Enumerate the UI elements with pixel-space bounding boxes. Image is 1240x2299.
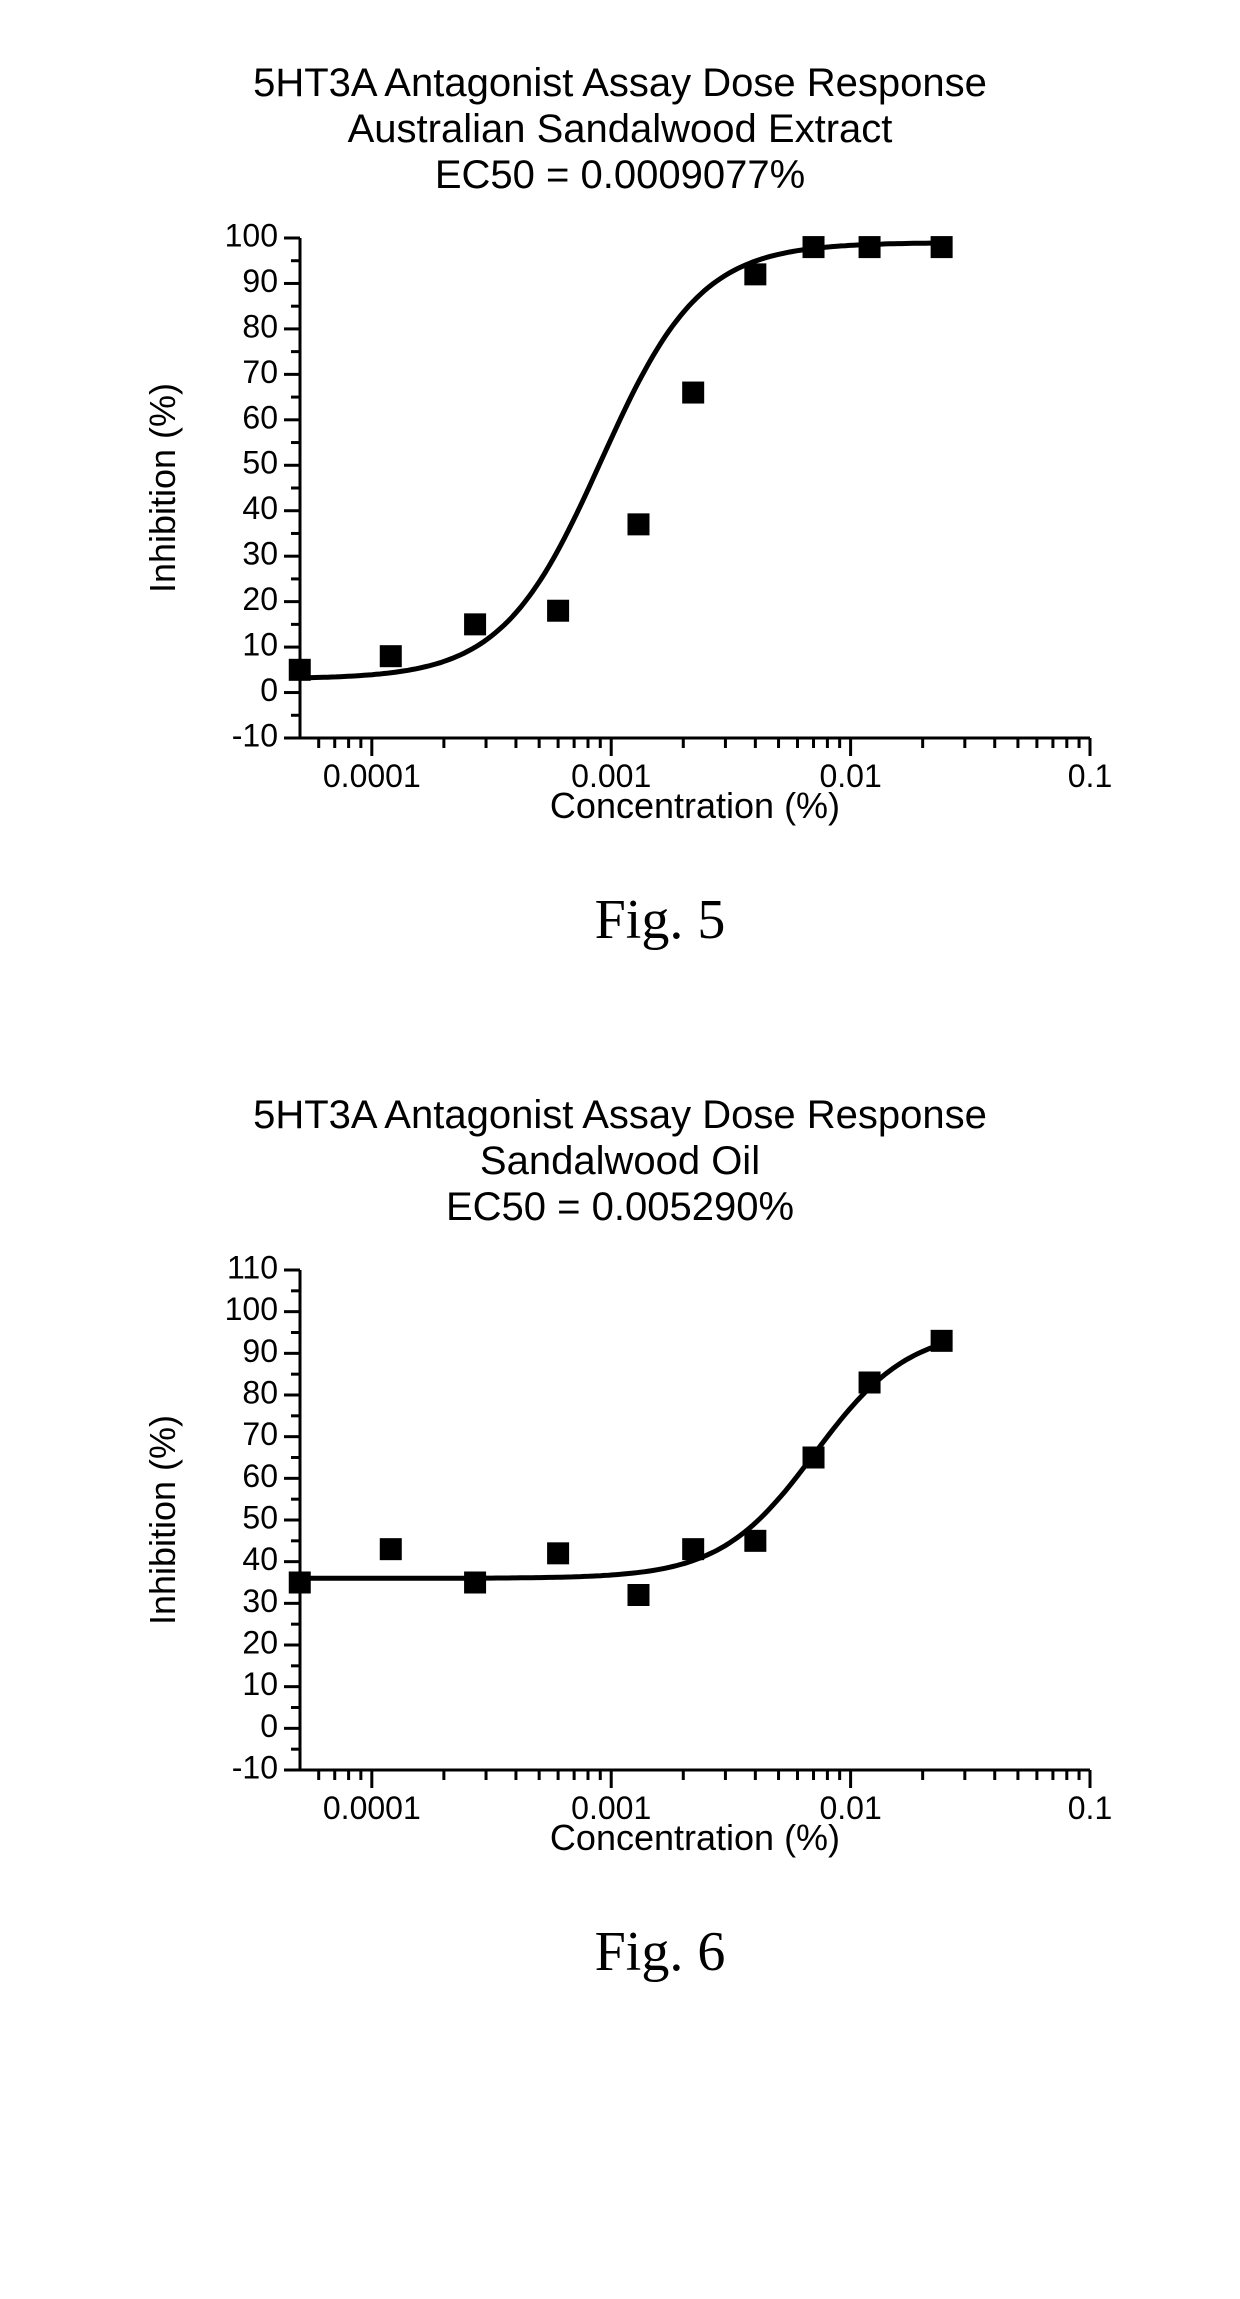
figure-6-title-line1: 5HT3A Antagonist Assay Dose Response [120,1092,1120,1138]
figure-5-title-line2: Australian Sandalwood Extract [120,106,1120,152]
svg-text:30: 30 [242,536,278,572]
svg-text:60: 60 [242,1458,278,1494]
figure-5-title-line1: 5HT3A Antagonist Assay Dose Response [120,60,1120,106]
figure-6-title-line3: EC50 = 0.005290% [120,1184,1120,1230]
figure-6-title: 5HT3A Antagonist Assay Dose Response San… [120,1092,1120,1230]
svg-text:40: 40 [242,490,278,526]
svg-text:100: 100 [225,1291,278,1327]
svg-text:40: 40 [242,1541,278,1577]
svg-text:10: 10 [242,627,278,663]
svg-text:Inhibition (%): Inhibition (%) [142,1415,183,1625]
svg-text:30: 30 [242,1583,278,1619]
svg-text:10: 10 [242,1666,278,1702]
svg-text:0: 0 [260,672,278,708]
page: 5HT3A Antagonist Assay Dose Response Aus… [0,0,1240,1984]
svg-text:70: 70 [242,354,278,390]
svg-text:0.1: 0.1 [1068,758,1112,794]
figure-5-title: 5HT3A Antagonist Assay Dose Response Aus… [120,60,1120,198]
svg-text:0.1: 0.1 [1068,1790,1112,1826]
svg-text:90: 90 [242,263,278,299]
svg-text:20: 20 [242,581,278,617]
figure-5-block: 5HT3A Antagonist Assay Dose Response Aus… [120,60,1120,952]
svg-text:110: 110 [227,1250,278,1285]
figure-6-chart: -1001020304050607080901001100.00010.0010… [120,1250,1120,1890]
figure-5-title-line3: EC50 = 0.0009077% [120,152,1120,198]
svg-text:-10: -10 [232,1749,278,1785]
svg-text:90: 90 [242,1333,278,1369]
svg-text:50: 50 [242,445,278,481]
figure-5-chart: -1001020304050607080901000.00010.0010.01… [120,218,1120,858]
figure-5-caption: Fig. 5 [200,888,1120,952]
svg-text:Inhibition (%): Inhibition (%) [142,383,183,593]
svg-text:-10: -10 [232,717,278,753]
svg-text:0.0001: 0.0001 [323,758,421,794]
svg-text:80: 80 [242,1374,278,1410]
svg-text:Concentration (%): Concentration (%) [550,785,840,826]
svg-text:50: 50 [242,1499,278,1535]
svg-text:60: 60 [242,399,278,435]
svg-text:100: 100 [225,218,278,253]
svg-text:0.0001: 0.0001 [323,1790,421,1826]
svg-text:70: 70 [242,1416,278,1452]
svg-text:20: 20 [242,1624,278,1660]
figure-6-block: 5HT3A Antagonist Assay Dose Response San… [120,1092,1120,1984]
svg-text:0: 0 [260,1708,278,1744]
figure-6-caption: Fig. 6 [200,1920,1120,1984]
svg-text:80: 80 [242,308,278,344]
figure-6-title-line2: Sandalwood Oil [120,1138,1120,1184]
svg-text:Concentration (%): Concentration (%) [550,1817,840,1858]
